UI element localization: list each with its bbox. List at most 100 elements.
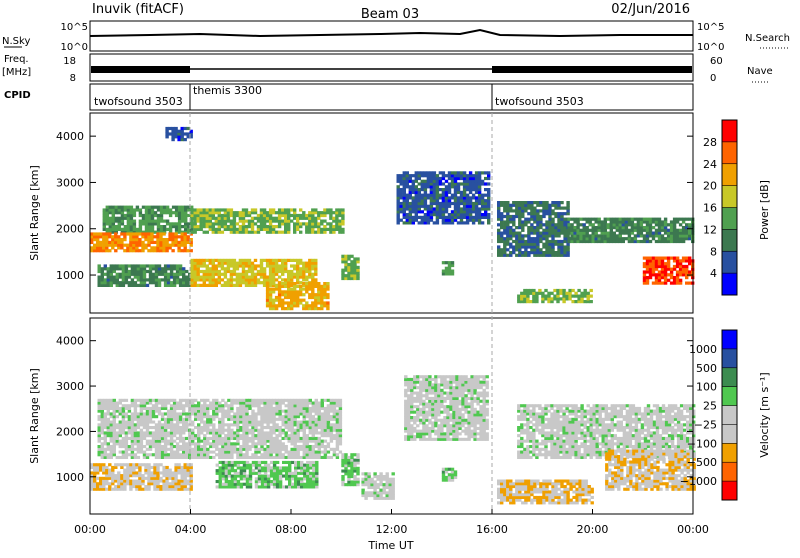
velocity-cell-r0 [185,402,188,405]
velocity-cell-r0 [306,423,309,426]
power-cell-r7 [451,216,454,219]
power-cell-r4 [245,264,248,267]
power-cell-r11 [613,240,616,243]
power-cell-r7 [412,185,415,188]
velocity-cell-r0 [101,418,104,421]
power-cell-r3 [284,222,287,225]
power-cell-r11 [589,223,592,226]
power-cell-r10 [550,297,553,300]
velocity-cell-r0 [185,418,188,421]
velocity-cell-r0 [248,418,251,421]
power-cell-r12 [667,279,670,282]
power-cell-r9 [554,223,557,226]
power-cell-r1 [120,238,123,241]
velocity-cell-r0 [98,451,101,454]
velocity-cell-r1 [162,488,165,491]
velocity-cell-r0 [242,421,245,424]
velocity-cell-r0 [155,451,158,454]
power-cell-r7 [424,194,427,197]
power-cell-r5 [290,282,293,285]
power-cell-r12 [685,276,688,279]
velocity-cell-r0 [125,448,128,451]
power-cell-r9 [536,209,539,212]
velocity-cell-r0 [146,418,149,421]
velocity-cell-r2 [231,461,234,464]
power-cell-r4 [314,262,317,265]
velocity-cell-r0 [131,429,134,432]
power-cell-r11 [676,218,679,221]
power-cell-r3 [299,222,302,225]
velocity-cell-r0 [140,399,143,402]
power-cell-r11 [610,237,613,240]
power-cell-r3 [311,220,314,223]
power-cell-r11 [658,237,661,240]
power-cell-r5 [284,285,287,288]
velocity-cell-r0 [110,421,113,424]
power-cell-r3 [308,222,311,225]
power-cell-r4 [218,273,221,276]
power-cell-r11 [628,229,631,232]
power-cell-r9 [530,223,533,226]
velocity-cell-r0 [321,423,324,426]
power-cell-r11 [586,226,589,229]
power-cell-r3 [242,231,245,234]
velocity-cell-r0 [98,415,101,418]
velocity-cell-r0 [179,407,182,410]
velocity-cell-r0 [191,407,194,410]
velocity-cell-r0 [297,437,300,440]
power-cell-r9 [536,248,539,251]
power-cell-r0 [181,206,184,209]
power-cell-r7 [427,171,430,174]
velocity-cell-r0 [309,453,312,456]
velocity-cell-r0 [131,431,134,434]
power-cell-r2 [167,281,170,284]
velocity-cell-r1 [108,469,111,472]
power-cell-r11 [661,240,664,243]
power-cell-r9 [500,223,503,226]
power-cell-r4 [257,281,260,284]
power-cell-r5 [281,299,284,302]
velocity-cell-r0 [242,402,245,405]
power-cell-r1 [181,241,184,244]
power-cell-r5 [290,290,293,293]
velocity-cell-r0 [294,445,297,448]
power-cell-r0 [130,228,133,231]
velocity-cell-r0 [278,451,281,454]
power-cell-r1 [138,244,141,247]
power-cell-r12 [682,259,685,262]
power-cell-r11 [640,234,643,237]
power-cell-r12 [649,276,652,279]
nave-tick-top: 60 [710,56,723,67]
power-cell-r5 [278,282,281,285]
power-cell-r12 [655,276,658,279]
velocity-cell-r0 [209,418,212,421]
velocity-cell-r0 [140,440,143,443]
power-cell-r7 [397,185,400,188]
power-cell-r7 [475,196,478,199]
power-cell-r7 [397,219,400,222]
power-cell-r7 [478,174,481,177]
power-cell-r3 [308,214,311,217]
power-cell-r2 [128,264,131,267]
power-cell-r11 [573,234,576,237]
velocity-cell-r0 [254,412,257,415]
power-cell-r0 [106,228,109,231]
velocity-cell-r0 [197,418,200,421]
power-cell-r0 [184,208,187,211]
power-cell-r7 [418,191,421,194]
power-cell-r1 [99,232,102,235]
velocity-cell-r0 [149,453,152,456]
power-cell-r0 [127,217,130,220]
power-cell-r2 [185,270,188,273]
power-cell-r10 [547,297,550,300]
power-cell-r5 [296,293,299,296]
power-cell-r3 [242,217,245,220]
power-cell-r9 [506,254,509,257]
power-cell-r10 [520,297,523,300]
velocity-cell-r0 [285,412,288,415]
power-cell-r6 [344,255,347,258]
power-cell-r9 [563,232,566,235]
velocity-cell-r0 [113,442,116,445]
power-cell-r5 [320,301,323,304]
power-cell-r3 [269,217,272,220]
